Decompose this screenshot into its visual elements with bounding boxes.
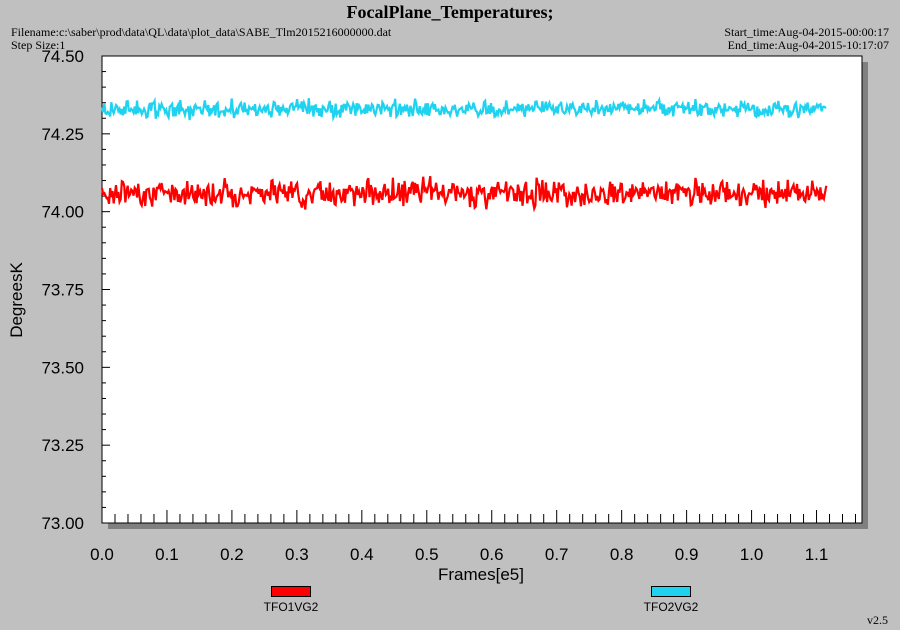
data-series — [100, 96, 828, 213]
axis-ticks — [101, 55, 857, 524]
chart-title: FocalPlane_Temperatures; — [346, 2, 554, 22]
legend-swatch-tfo1vg2 — [271, 586, 311, 597]
plot-frame — [101, 55, 863, 524]
x-tick-label: 0.7 — [545, 545, 569, 564]
x-tick-label: 0.3 — [285, 545, 309, 564]
legend-label-tfo2vg2: TFO2VG2 — [643, 600, 699, 614]
step-size-label: Step Size:1 — [11, 38, 66, 52]
series-line-tfo2vg2 — [100, 96, 827, 122]
y-tick-label: 74.00 — [41, 203, 84, 222]
legend-label-tfo1vg2: TFO1VG2 — [263, 600, 319, 614]
x-tick-label: 0.0 — [90, 545, 114, 564]
x-tick-label: 0.4 — [350, 545, 374, 564]
x-tick-label: 0.9 — [675, 545, 699, 564]
start-time-label: Start_time:Aug-04-2015-00:00:17 — [724, 25, 889, 39]
x-tick-label: 1.1 — [805, 545, 829, 564]
x-tick-label: 0.1 — [155, 545, 179, 564]
y-axis-label: DegreesK — [7, 262, 26, 338]
x-tick-label: 0.6 — [480, 545, 504, 564]
x-tick-label: 0.5 — [415, 545, 439, 564]
filename-label: Filename:c:\saber\prod\data\QL\data\plot… — [11, 25, 392, 39]
y-tick-label: 73.25 — [41, 436, 84, 455]
x-axis-label: Frames[e5] — [438, 565, 524, 584]
version-label: v2.5 — [867, 613, 888, 627]
x-tick-label: 0.8 — [610, 545, 634, 564]
y-tick-label: 73.00 — [41, 514, 84, 533]
y-tick-label: 73.50 — [41, 358, 84, 377]
x-tick-label: 0.2 — [220, 545, 244, 564]
y-tick-label: 73.75 — [41, 281, 84, 300]
tick-labels: 73.00 73.25 73.50 73.75 74.00 74.25 74.50 0.0 0.… — [41, 47, 828, 564]
y-tick-label: 74.25 — [41, 125, 84, 144]
end-time-label: End_time:Aug-04-2015-10:17:07 — [727, 38, 889, 52]
x-tick-label: 1.0 — [740, 545, 764, 564]
legend-swatch-tfo2vg2 — [651, 586, 691, 597]
y-tick-label: 74.50 — [41, 47, 84, 66]
series-line-tfo1vg2 — [100, 176, 828, 213]
